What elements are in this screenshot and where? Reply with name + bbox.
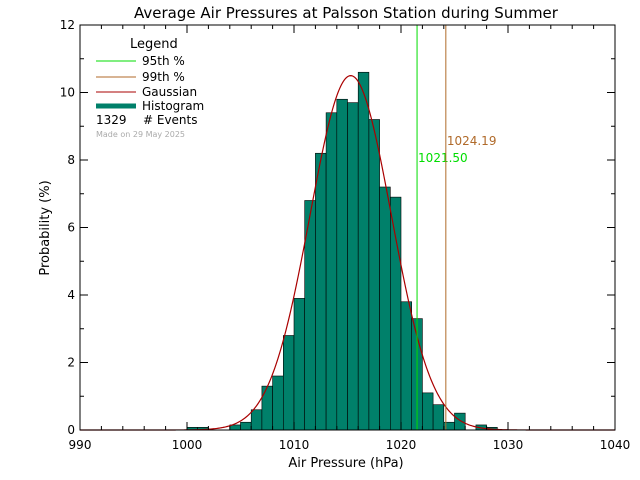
x-tick-label: 1040 <box>600 438 631 452</box>
legend-label-histogram: Histogram <box>142 99 204 113</box>
histogram-bar-1006 <box>250 409 263 431</box>
events-label: # Events <box>143 113 198 127</box>
y-tick-label: 6 <box>67 221 75 235</box>
histogram-bar-1017 <box>368 119 380 431</box>
x-tick-label: 1010 <box>279 438 310 452</box>
histogram-bar-1009 <box>282 335 295 431</box>
x-tick-label: 1020 <box>386 438 417 452</box>
histogram-bar-1005 <box>240 421 252 431</box>
percentile-lines: 1021.50 1024.19 <box>416 25 497 430</box>
histogram-bar-1012 <box>315 152 327 431</box>
y-tick-label: 4 <box>67 288 75 302</box>
histogram-bar-1014 <box>336 98 348 431</box>
x-tick-label: 1000 <box>172 438 203 452</box>
made-on-text: Made on 29 May 2025 <box>96 130 185 139</box>
legend-label-gaussian: Gaussian <box>142 85 197 99</box>
histogram-bar-1022 <box>422 392 434 431</box>
y-tick-label: 12 <box>60 18 75 32</box>
events-count: 1329 <box>96 113 127 127</box>
legend-title: Legend <box>130 37 178 52</box>
histogram-bar-1019 <box>389 196 402 431</box>
chart-title: Average Air Pressures at Palsson Station… <box>134 4 559 22</box>
x-tick-label: 1030 <box>493 438 524 452</box>
legend-label-95th: 95th % <box>142 54 185 68</box>
histogram-bar-1013 <box>325 112 338 431</box>
y-tick-label: 10 <box>60 86 75 100</box>
y-tick-label: 2 <box>67 356 75 370</box>
histogram-bar-1015 <box>347 102 359 431</box>
x-tick-label: 990 <box>69 438 92 452</box>
y-axis-ticks: 0 2 4 6 8 10 12 <box>60 18 615 437</box>
y-tick-label: 0 <box>67 423 75 437</box>
histogram-bar-1020 <box>400 301 412 431</box>
histogram-bar-1008 <box>272 375 284 431</box>
percentile-label-95th: 1021.50 <box>418 151 468 165</box>
histogram-bar-1007 <box>261 385 273 431</box>
percentile-label-99th: 1024.19 <box>447 134 497 148</box>
histogram-bar-1023 <box>432 404 445 431</box>
x-axis-label: Air Pressure (hPa) <box>288 456 403 471</box>
legend-label-99th: 99th % <box>142 70 185 84</box>
x-axis-ticks: 990 1000 1010 1020 1030 1040 <box>69 25 631 452</box>
histogram-bar-1016 <box>357 71 370 431</box>
legend: Legend 95th % 99th % Gaussian Histogram … <box>96 37 204 139</box>
histogram-bar-1010 <box>293 298 305 431</box>
y-axis-label: Probability (%) <box>38 180 53 275</box>
histogram-bar-1025 <box>454 412 466 431</box>
y-tick-label: 8 <box>67 153 75 167</box>
histogram-bar-1018 <box>379 186 391 431</box>
histogram-bars <box>186 71 498 431</box>
